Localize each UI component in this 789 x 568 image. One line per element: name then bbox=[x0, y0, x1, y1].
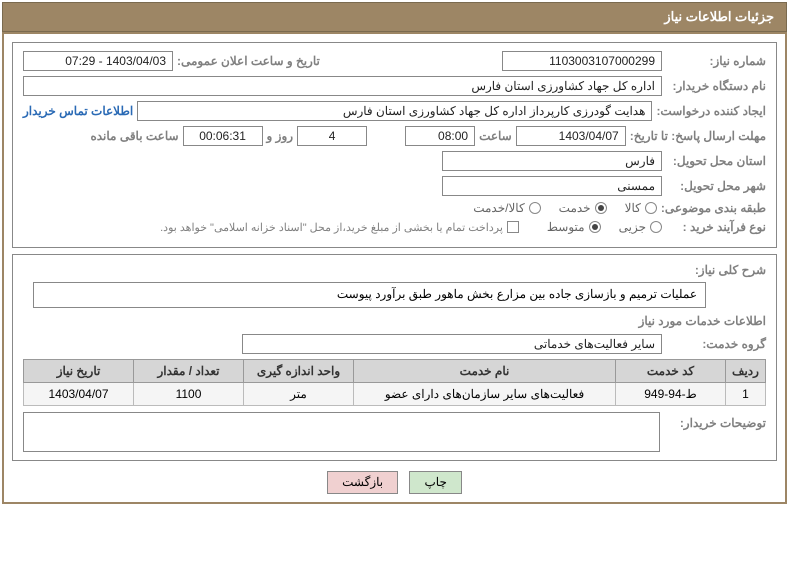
td-date: 1403/04/07 bbox=[24, 383, 134, 406]
page-title: جزئیات اطلاعات نیاز bbox=[664, 9, 774, 24]
radio-medium[interactable] bbox=[589, 221, 601, 233]
th-code: کد خدمت bbox=[616, 360, 726, 383]
category-radio-group: کالا خدمت کالا/خدمت bbox=[473, 201, 657, 215]
city-label: شهر محل تحویل: bbox=[666, 179, 766, 193]
requester-label: ایجاد کننده درخواست: bbox=[656, 104, 766, 118]
td-row: 1 bbox=[726, 383, 766, 406]
radio-minor-label: جزیی bbox=[619, 220, 646, 234]
remaining-label: ساعت باقی مانده bbox=[90, 129, 178, 143]
radio-goods-service-label: کالا/خدمت bbox=[473, 201, 524, 215]
payment-note: پرداخت تمام یا بخشی از مبلغ خرید،از محل … bbox=[160, 221, 503, 234]
th-qty: تعداد / مقدار bbox=[134, 360, 244, 383]
days-and-label: روز و bbox=[267, 129, 294, 143]
city-value: ممسنی bbox=[442, 176, 662, 196]
buyer-org-value: اداره کل جهاد کشاورزی استان فارس bbox=[23, 76, 662, 96]
main-frame: شماره نیاز: 1103003107000299 تاریخ و ساع… bbox=[2, 32, 787, 504]
td-name: فعالیت‌های سایر سازمان‌های دارای عضو bbox=[354, 383, 616, 406]
th-date: تاریخ نیاز bbox=[24, 360, 134, 383]
th-unit: واحد اندازه گیری bbox=[244, 360, 354, 383]
radio-goods-service[interactable] bbox=[529, 202, 541, 214]
desc-text: عملیات ترمیم و بازسازی جاده بین مزارع بخ… bbox=[33, 282, 706, 308]
category-label: طبقه بندی موضوعی: bbox=[661, 201, 766, 215]
page-header: جزئیات اطلاعات نیاز bbox=[2, 2, 787, 32]
radio-minor[interactable] bbox=[650, 221, 662, 233]
radio-medium-label: متوسط bbox=[547, 220, 585, 234]
need-no-value: 1103003107000299 bbox=[502, 51, 662, 71]
buyer-notes-label: توضیحات خریدار: bbox=[666, 412, 766, 452]
radio-goods-label: کالا bbox=[625, 201, 641, 215]
footer-buttons: چاپ بازگشت bbox=[12, 471, 777, 494]
time-label: ساعت bbox=[479, 129, 512, 143]
announce-label: تاریخ و ساعت اعلان عمومی: bbox=[177, 54, 320, 68]
buyer-org-label: نام دستگاه خریدار: bbox=[666, 79, 766, 93]
td-qty: 1100 bbox=[134, 383, 244, 406]
group-value: سایر فعالیت‌های خدماتی bbox=[242, 334, 662, 354]
radio-service[interactable] bbox=[595, 202, 607, 214]
print-button[interactable]: چاپ bbox=[409, 471, 461, 494]
description-panel: شرح کلی نیاز: عملیات ترمیم و بازسازی جاد… bbox=[12, 254, 777, 461]
contact-link[interactable]: اطلاعات تماس خریدار bbox=[23, 104, 133, 118]
deadline-date: 1403/04/07 bbox=[516, 126, 626, 146]
payment-checkbox[interactable] bbox=[507, 221, 519, 233]
countdown: 00:06:31 bbox=[183, 126, 263, 146]
requester-value: هدایت گودرزی کارپرداز اداره کل جهاد کشاو… bbox=[137, 101, 652, 121]
desc-label: شرح کلی نیاز: bbox=[666, 263, 766, 277]
radio-goods[interactable] bbox=[645, 202, 657, 214]
th-row: ردیف bbox=[726, 360, 766, 383]
table-header-row: ردیف کد خدمت نام خدمت واحد اندازه گیری ت… bbox=[24, 360, 766, 383]
back-button[interactable]: بازگشت bbox=[327, 471, 398, 494]
td-unit: متر bbox=[244, 383, 354, 406]
need-no-label: شماره نیاز: bbox=[666, 54, 766, 68]
deadline-time: 08:00 bbox=[405, 126, 475, 146]
services-table: ردیف کد خدمت نام خدمت واحد اندازه گیری ت… bbox=[23, 359, 766, 406]
services-title: اطلاعات خدمات مورد نیاز bbox=[23, 314, 766, 328]
deadline-label: مهلت ارسال پاسخ: تا تاریخ: bbox=[630, 129, 766, 143]
th-name: نام خدمت bbox=[354, 360, 616, 383]
days-left: 4 bbox=[297, 126, 367, 146]
process-radio-group: جزیی متوسط bbox=[547, 220, 662, 234]
province-value: فارس bbox=[442, 151, 662, 171]
td-code: ط-94-949 bbox=[616, 383, 726, 406]
announce-value: 1403/04/03 - 07:29 bbox=[23, 51, 173, 71]
table-row: 1 ط-94-949 فعالیت‌های سایر سازمان‌های دا… bbox=[24, 383, 766, 406]
radio-service-label: خدمت bbox=[559, 201, 591, 215]
group-label: گروه خدمت: bbox=[666, 337, 766, 351]
details-panel: شماره نیاز: 1103003107000299 تاریخ و ساع… bbox=[12, 42, 777, 248]
process-label: نوع فرآیند خرید : bbox=[666, 220, 766, 234]
province-label: استان محل تحویل: bbox=[666, 154, 766, 168]
buyer-notes-box bbox=[23, 412, 660, 452]
